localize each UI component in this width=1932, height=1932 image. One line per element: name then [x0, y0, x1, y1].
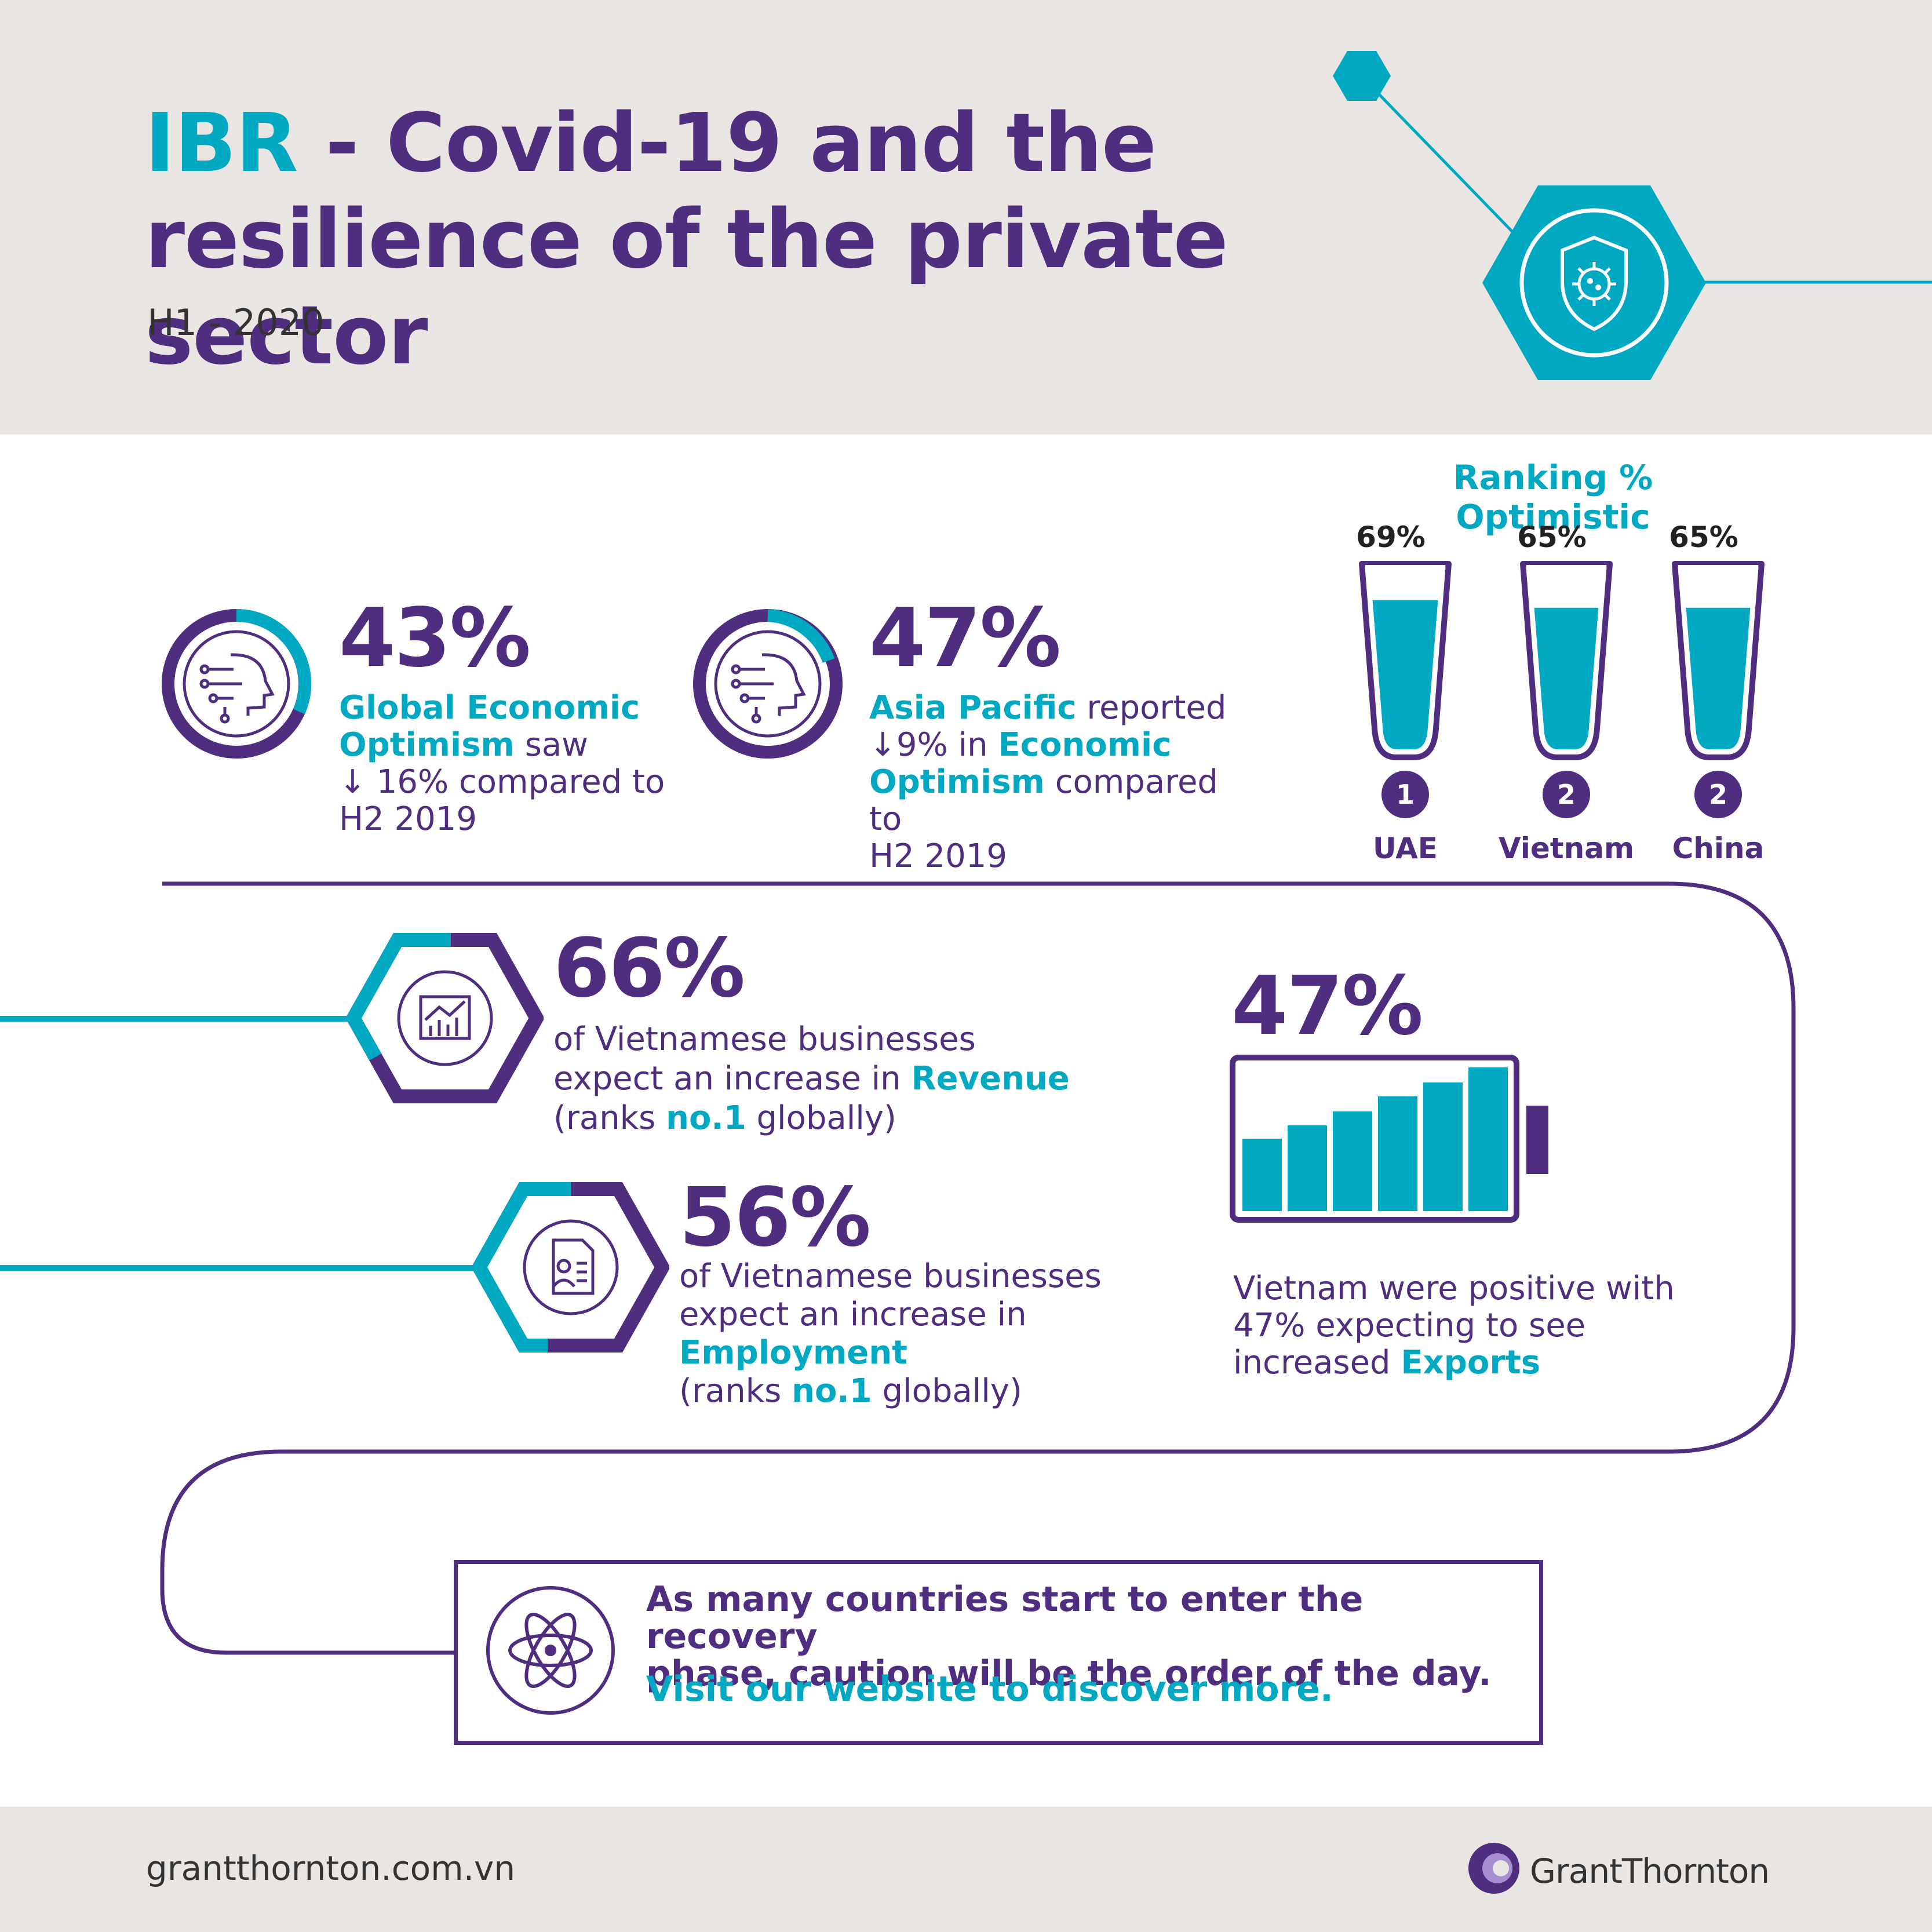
footer-url-link[interactable]: grantthornton.com.vn	[146, 1849, 516, 1888]
tube-inner	[1526, 565, 1607, 754]
text-part: 47% expecting to see	[1233, 1307, 1586, 1344]
text-part: increased	[1233, 1344, 1401, 1381]
rank-badge: 2	[1543, 771, 1590, 818]
tube-outline	[1672, 561, 1765, 760]
apac-optimism-text: Asia Pacific reported ↓9% in Economic Op…	[869, 690, 1229, 875]
ranking-tube	[1672, 561, 1765, 760]
ranking-percent: 69%	[1356, 520, 1426, 554]
atom-icon	[486, 1586, 615, 1715]
title-line1: - Covid-19 and the	[297, 96, 1157, 191]
tube-outline	[1359, 561, 1452, 760]
chart-icon	[347, 933, 544, 1103]
callout-line: As many countries start to enter the rec…	[646, 1579, 1364, 1657]
grant-thornton-logo-icon	[1468, 1843, 1519, 1894]
exports-value: 47%	[1231, 959, 1423, 1054]
revenue-value: 66%	[553, 921, 745, 1016]
ranking-tube	[1520, 561, 1613, 760]
ranking-percent: 65%	[1517, 520, 1587, 554]
document-person-icon	[472, 1182, 669, 1353]
text-part: expect an increase in	[679, 1296, 1027, 1333]
text-part: Economic	[998, 726, 1172, 764]
global-optimism-value: 43%	[339, 591, 531, 686]
text-part: ↓ 16% compared to	[339, 763, 665, 801]
text-part: Optimism	[339, 726, 515, 764]
employment-text: of Vietnamese businesses expect an incre…	[679, 1257, 1201, 1410]
rank-badge: 2	[1694, 771, 1742, 818]
text-part: no.1	[666, 1099, 746, 1137]
brand-name: GrantThornton	[1530, 1851, 1770, 1891]
apac-optimism-value: 47%	[869, 591, 1061, 686]
text-part: compared to	[869, 763, 1218, 838]
ranking-country: Vietnam	[1498, 832, 1635, 865]
callout-line: phase, caution will be the order of the …	[646, 1653, 1492, 1694]
ai-head-icon	[693, 609, 843, 759]
ranking-country: UAE	[1373, 832, 1438, 865]
tube-outline	[1520, 561, 1613, 760]
revenue-text: of Vietnamese businesses expect an incre…	[553, 1020, 1075, 1138]
employment-value: 56%	[679, 1171, 871, 1265]
exports-text: Vietnam were positive with 47% expecting…	[1233, 1270, 1755, 1381]
text-part: Exports	[1401, 1344, 1541, 1381]
text-part: Revenue	[911, 1060, 1070, 1098]
title-accent: IBR	[145, 96, 298, 191]
text-part: (ranks	[679, 1372, 792, 1410]
tube-inner	[1365, 565, 1446, 754]
ranking-title: Ranking % Optimistic	[1453, 458, 1653, 537]
text-part: (ranks	[553, 1099, 666, 1137]
shield-virus-icon	[1482, 185, 1706, 380]
text-part: Global Economic	[339, 689, 640, 727]
text-part: Employment	[679, 1334, 907, 1372]
text-part: H2 2019	[339, 800, 477, 838]
website-link[interactable]: Visit our website to discover more.	[646, 1669, 1333, 1709]
text-part: globally)	[872, 1372, 1022, 1410]
battery-icon	[1230, 1055, 1548, 1223]
text-part: Vietnam were positive with	[1233, 1270, 1675, 1307]
ranking-percent: 65%	[1669, 520, 1738, 554]
rank-badge: 1	[1381, 771, 1429, 818]
text-part: globally)	[746, 1099, 896, 1137]
text-part: no.1	[792, 1372, 872, 1410]
text-part: reported	[1076, 689, 1227, 727]
global-optimism-text: Global Economic Optimism saw ↓ 16% compa…	[339, 690, 698, 838]
ranking-country: China	[1672, 832, 1765, 865]
text-part: expect an increase in	[553, 1060, 912, 1098]
callout-text: As many countries start to enter the rec…	[646, 1581, 1515, 1692]
text-part: ↓9% in	[869, 726, 998, 764]
text-part: of Vietnamese businesses	[553, 1020, 976, 1058]
small-hexagon-icon	[1333, 51, 1391, 101]
text-part: Optimism	[869, 763, 1045, 801]
callout-box	[454, 1560, 1543, 1745]
page-subtitle: H1 - 2020	[147, 301, 325, 344]
title-line2: resilience of the private sector	[145, 192, 1229, 383]
text-part: Asia Pacific	[869, 689, 1077, 727]
text-part: of Vietnamese businesses	[679, 1257, 1102, 1295]
text-part: saw	[514, 726, 588, 764]
tube-inner	[1678, 565, 1759, 754]
text-part: H2 2019	[869, 837, 1008, 875]
footer-band	[0, 1807, 1932, 1932]
ai-head-icon	[162, 608, 312, 759]
ranking-tube	[1359, 561, 1452, 760]
page-title: IBR - Covid-19 and the resilience of the…	[145, 96, 1420, 384]
